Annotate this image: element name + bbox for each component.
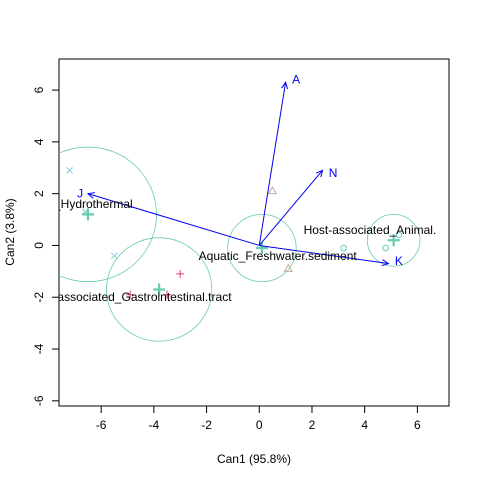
group-1 xyxy=(106,237,213,342)
group-centroid xyxy=(81,208,94,221)
data-point xyxy=(395,231,403,239)
y-tick-label: -4 xyxy=(32,343,46,354)
group-centroid xyxy=(255,242,268,255)
arrow-head xyxy=(281,81,289,90)
group-layer xyxy=(59,146,421,342)
group-circle xyxy=(366,213,421,267)
data-point xyxy=(382,244,390,252)
x-tick-label: 4 xyxy=(361,418,368,432)
arrow-line xyxy=(87,193,260,246)
group-centroid xyxy=(387,234,400,247)
x-tick-label: -4 xyxy=(149,418,160,432)
data-point xyxy=(283,263,293,272)
group-3 xyxy=(340,213,421,267)
arrow-head xyxy=(381,259,390,267)
data-point xyxy=(267,186,278,195)
arrow-layer: A N J K xyxy=(77,73,403,268)
group-circle xyxy=(106,237,213,342)
arrow-head xyxy=(315,169,324,178)
group-label: Host-associated_Gastrointestinal.tract xyxy=(29,290,232,304)
x-tick-label: -2 xyxy=(201,418,212,432)
data-point xyxy=(126,290,135,299)
y-axis: -6 -4 -2 0 2 4 6 xyxy=(32,86,60,406)
arrow-line xyxy=(258,82,287,246)
group-label: nal_Hydrothermal xyxy=(38,197,133,211)
arrow-label: K xyxy=(395,254,403,268)
arrow-1: N xyxy=(258,166,338,246)
y-tick-label: 4 xyxy=(32,138,46,145)
arrow-label: A xyxy=(292,73,300,87)
arrow-0: A xyxy=(258,73,300,246)
arrow-line xyxy=(259,244,389,265)
data-point xyxy=(110,252,118,260)
y-tick-label: -6 xyxy=(32,395,46,406)
y-tick-label: -2 xyxy=(32,292,46,303)
arrow-label: N xyxy=(329,166,338,180)
x-tick-label: 6 xyxy=(414,418,421,432)
y-tick-label: 2 xyxy=(32,190,46,197)
y-axis-title: Can2 (3.8%) xyxy=(3,198,17,265)
arrow-line xyxy=(258,170,323,246)
arrow-3: K xyxy=(259,244,403,268)
group-label: Host-associated_Animal. xyxy=(304,223,437,237)
x-tick-label: 2 xyxy=(309,418,316,432)
data-point xyxy=(340,244,347,252)
arrow-2: J xyxy=(77,187,260,246)
x-tick-label: 0 xyxy=(256,418,263,432)
group-circle xyxy=(227,213,297,283)
y-tick-label: 0 xyxy=(32,242,46,249)
data-point xyxy=(66,166,73,174)
data-point xyxy=(176,269,185,278)
group-0 xyxy=(59,146,157,283)
group-label-layer: nal_Hydrothermal Host-associated_Gastroin… xyxy=(29,197,437,304)
data-point xyxy=(163,290,172,299)
y-tick-label: 6 xyxy=(32,86,46,93)
x-axis: -6 -4 -2 0 2 4 6 xyxy=(96,405,421,432)
group-2 xyxy=(227,186,297,283)
group-label: Aquatic_Freshwater.sediment xyxy=(199,249,358,263)
x-axis-title: Can1 (95.8%) xyxy=(217,452,291,466)
group-centroid xyxy=(153,283,166,296)
arrow-label: J xyxy=(77,187,83,201)
arrow-head xyxy=(86,192,95,199)
x-tick-label: -6 xyxy=(96,418,107,432)
